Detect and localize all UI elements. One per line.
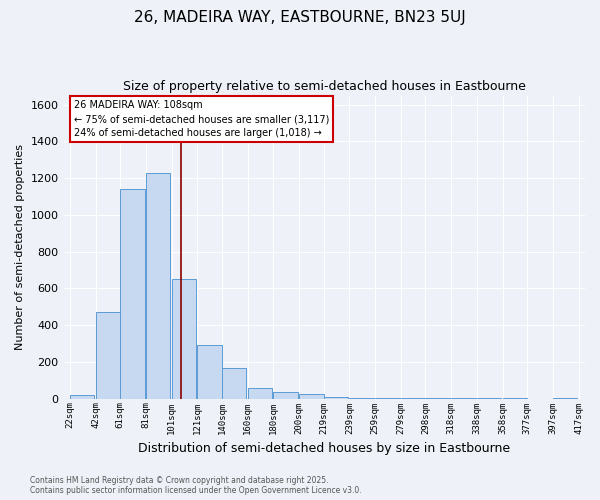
Bar (96, 312, 120, 398)
Text: 26 MADEIRA WAY: 108sqm
← 75% of semi-detached houses are smaller (3,117)
24% of : 26 MADEIRA WAY: 108sqm ← 75% of semi-det… (74, 100, 329, 138)
Bar (274, 392, 298, 398)
Y-axis label: Number of semi-detached properties: Number of semi-detached properties (15, 144, 25, 350)
Text: Contains HM Land Registry data © Crown copyright and database right 2025.
Contai: Contains HM Land Registry data © Crown c… (30, 476, 362, 495)
Bar (299, 394, 323, 398)
Bar (146, 172, 170, 398)
Text: 26, MADEIRA WAY, EASTBOURNE, BN23 5UJ: 26, MADEIRA WAY, EASTBOURNE, BN23 5UJ (134, 10, 466, 25)
Bar (120, 189, 145, 398)
Bar (197, 346, 222, 399)
Bar (222, 368, 247, 398)
X-axis label: Distribution of semi-detached houses by size in Eastbourne: Distribution of semi-detached houses by … (138, 442, 511, 455)
Title: Size of property relative to semi-detached houses in Eastbourne: Size of property relative to semi-detach… (123, 80, 526, 93)
Bar (172, 279, 196, 398)
Bar (323, 397, 348, 398)
Bar (70, 395, 94, 398)
Bar (248, 388, 272, 398)
